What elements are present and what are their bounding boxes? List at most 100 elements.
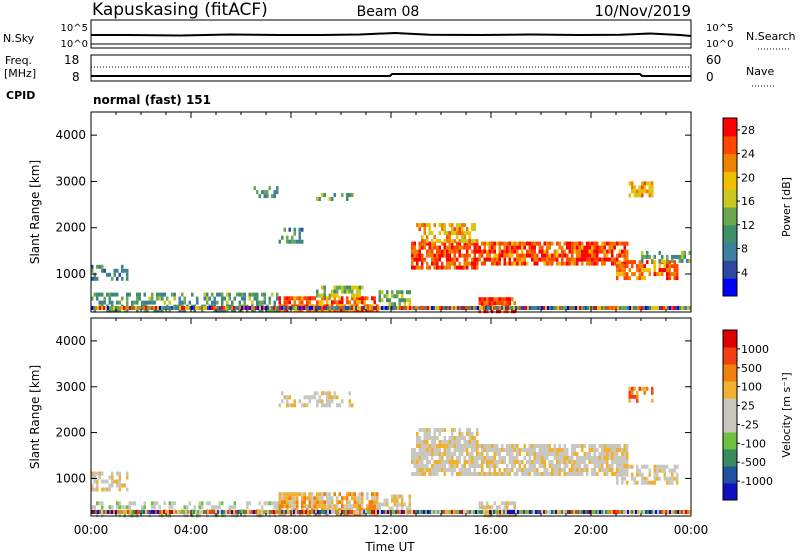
- echo-cell: [523, 448, 526, 452]
- echo-cell: [616, 464, 619, 468]
- echo-cell: [636, 276, 639, 281]
- echo-cell: [458, 231, 461, 236]
- echo-cell: [118, 475, 121, 480]
- echo-cell: [443, 460, 446, 464]
- echo-cell: [341, 306, 343, 310]
- echo-cell: [476, 241, 479, 246]
- echo-cell: [333, 285, 336, 290]
- echo-cell: [476, 440, 479, 444]
- echo-cell: [215, 510, 217, 514]
- echo-cell: [581, 245, 584, 250]
- echo-cell: [303, 500, 306, 505]
- echo-cell: [443, 468, 446, 472]
- echo-cell: [383, 510, 385, 514]
- echo-cell: [315, 306, 317, 310]
- echo-cell: [455, 306, 457, 310]
- echo-cell: [439, 306, 441, 310]
- colorbar-frame: [722, 329, 738, 501]
- echo-cell: [556, 452, 559, 456]
- echo-cell: [418, 456, 421, 460]
- echo-cell: [175, 306, 177, 310]
- colorbar-swatch: [723, 449, 737, 467]
- echo-cell: [658, 264, 661, 269]
- echo-cell: [515, 306, 517, 310]
- echo-cell: [466, 227, 469, 232]
- echo-cell: [333, 293, 336, 298]
- echo-cell: [618, 464, 621, 469]
- echo-cell: [106, 479, 109, 484]
- echo-cell: [429, 306, 431, 310]
- echo-cell: [353, 512, 356, 517]
- echo-cell: [438, 444, 441, 448]
- echo-cell: [618, 456, 621, 460]
- echo-cell: [628, 181, 631, 186]
- echo-cell: [281, 391, 284, 396]
- echo-cell: [401, 306, 403, 310]
- echo-cell: [461, 432, 464, 436]
- echo-cell: [133, 306, 135, 310]
- echo-cell: [288, 296, 291, 301]
- echo-cell: [118, 479, 121, 484]
- echo-cell: [546, 452, 549, 456]
- echo-cell: [481, 241, 484, 246]
- echo-cell: [526, 448, 529, 452]
- echo-cell: [351, 510, 353, 514]
- echo-cell: [393, 306, 395, 310]
- echo-cell: [116, 505, 119, 510]
- echo-cell: [538, 460, 541, 464]
- echo-cell: [417, 510, 419, 514]
- echo-cell: [283, 395, 286, 400]
- echo-cell: [247, 306, 249, 310]
- echo-cell: [533, 452, 536, 456]
- echo-cell: [321, 296, 324, 301]
- echo-cell: [433, 452, 436, 456]
- echo-cell: [316, 289, 319, 294]
- echo-cell: [431, 444, 434, 448]
- y-tick-label: 1000: [55, 267, 86, 281]
- echo-cell: [258, 501, 261, 506]
- echo-cell: [478, 472, 481, 476]
- echo-cell: [238, 300, 241, 305]
- echo-cell: [286, 496, 289, 501]
- echo-cell: [359, 510, 361, 514]
- echo-cell: [346, 300, 349, 305]
- echo-cell: [358, 308, 361, 313]
- echo-cell: [486, 456, 489, 460]
- echo-cell: [348, 399, 351, 404]
- echo-cell: [653, 468, 656, 473]
- echo-cell: [368, 512, 371, 517]
- echo-cell: [326, 500, 329, 505]
- echo-cell: [308, 492, 311, 497]
- echo-cell: [611, 448, 614, 452]
- echo-cell: [323, 193, 326, 197]
- echo-cell: [689, 306, 691, 310]
- echo-cell: [517, 306, 519, 310]
- echo-cell: [485, 306, 487, 310]
- echo-cell: [451, 261, 454, 266]
- echo-cell: [421, 253, 424, 258]
- echo-cell: [496, 460, 499, 464]
- echo-cell: [623, 241, 626, 246]
- echo-cell: [123, 308, 126, 313]
- echo-cell: [481, 468, 484, 472]
- echo-cell: [677, 306, 679, 310]
- echo-cell: [336, 300, 339, 305]
- echo-cell: [226, 308, 229, 313]
- echo-cell: [137, 306, 139, 310]
- echo-cell: [268, 296, 271, 301]
- echo-cell: [481, 456, 484, 460]
- echo-cell: [538, 472, 541, 476]
- echo-cell: [566, 460, 569, 464]
- echo-cell: [353, 308, 356, 313]
- echo-cell: [578, 468, 581, 472]
- echo-cell: [683, 250, 686, 255]
- echo-cell: [573, 306, 575, 310]
- echo-cell: [576, 241, 579, 246]
- echo-cell: [451, 227, 454, 232]
- echo-cell: [266, 308, 269, 313]
- echo-cell: [631, 272, 634, 277]
- echo-cell: [387, 306, 389, 310]
- echo-cell: [361, 496, 364, 501]
- echo-cell: [568, 249, 571, 254]
- echo-cell: [443, 223, 446, 228]
